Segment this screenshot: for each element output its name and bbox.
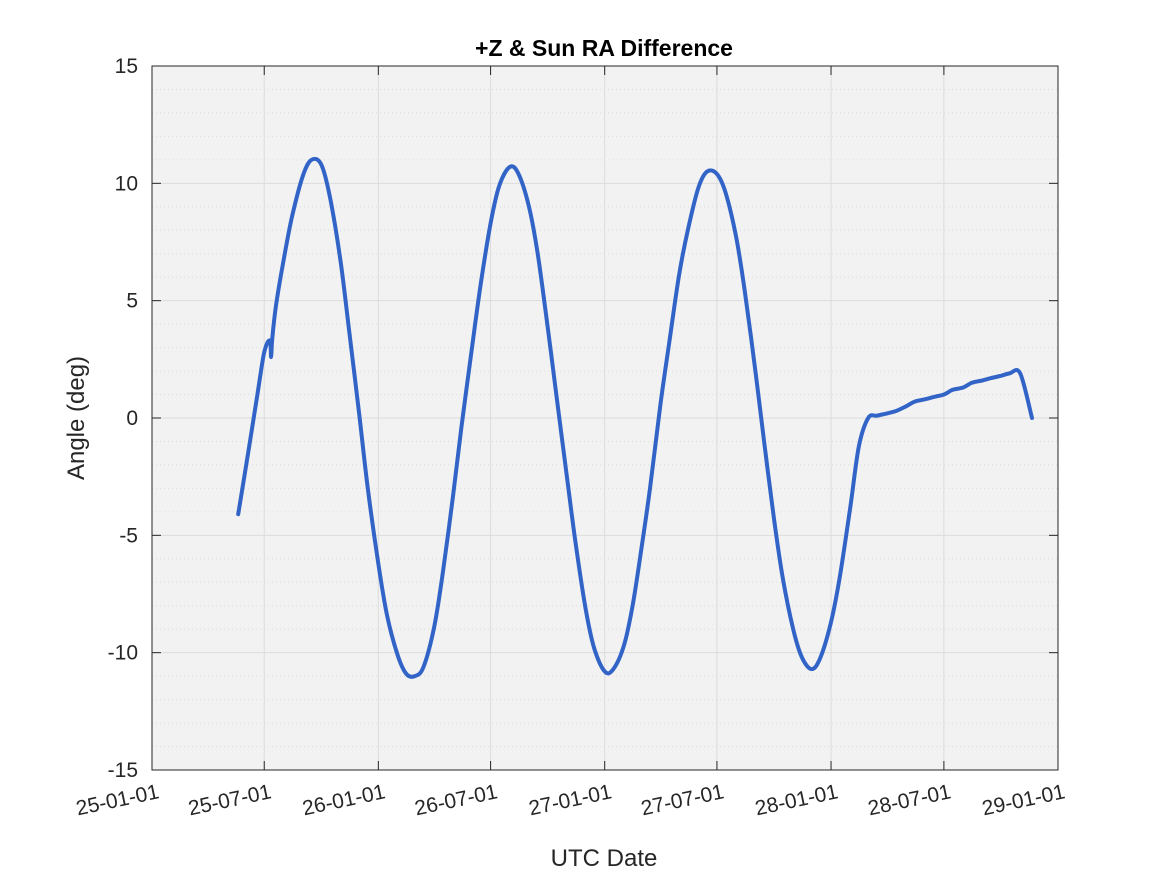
series-line: [236, 156, 1034, 679]
y-tick-label: 0: [126, 407, 138, 430]
x-tick-label: 25-07-01: [186, 780, 273, 820]
x-tick-labels: 25-01-01 25-07-01 26-01-01 26-07-01 27-01-01…: [74, 780, 1067, 820]
x-tick-label: 27-07-01: [639, 780, 726, 820]
x-tick-label: 28-01-01: [753, 780, 840, 820]
y-tick-label: 15: [115, 55, 138, 78]
x-axis-label: UTC Date: [551, 845, 658, 872]
y-tick-label: 5: [126, 290, 138, 313]
x-tick-label: 26-07-01: [413, 780, 500, 820]
y-axis-label: Angle (deg): [63, 356, 90, 480]
x-tick-label: 28-07-01: [866, 780, 953, 820]
y-tick-label: -5: [119, 524, 138, 547]
series-layer: [236, 156, 1034, 679]
y-tick-labels: -15 -10 -5 0 5 10 15: [108, 55, 138, 782]
ticks: [151, 65, 1059, 771]
y-tick-label: -10: [108, 642, 138, 665]
x-tick-label: 29-01-01: [980, 780, 1067, 820]
y-tick-label: 10: [115, 172, 138, 195]
x-tick-label: 26-01-01: [300, 780, 387, 820]
chart-title: +Z & Sun RA Difference: [475, 35, 733, 61]
y-tick-label: -15: [108, 759, 138, 782]
x-tick-label: 25-01-01: [74, 780, 161, 820]
x-tick-label: 27-01-01: [527, 780, 614, 820]
